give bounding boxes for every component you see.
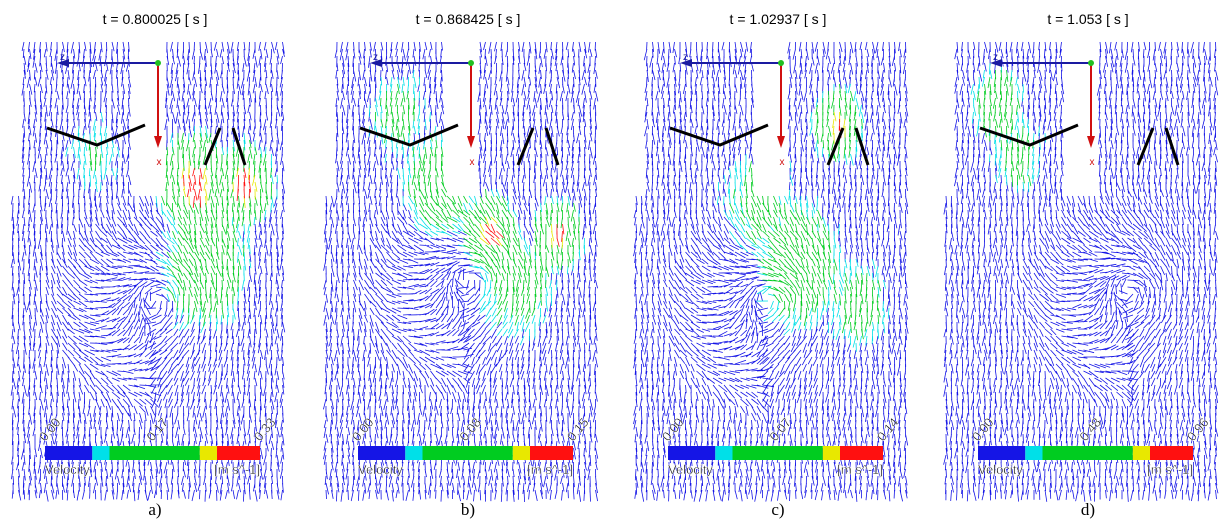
colorbar-unit: [m s^-1] [1147, 462, 1193, 477]
panel-title: t = 0.800025 [ s ] [103, 11, 208, 27]
panel-caption: a) [148, 500, 161, 519]
axis-label-z: z [60, 52, 65, 63]
colorbar-unit: [m s^-1] [527, 462, 573, 477]
colorbar-segment [1025, 446, 1042, 460]
axis-label-x: x [470, 157, 475, 168]
colorbar-segment [978, 446, 1025, 460]
axis-origin [468, 60, 474, 66]
colorbar-segment [423, 446, 513, 460]
axis-label-z: z [373, 52, 378, 63]
colorbar-segment [217, 446, 260, 460]
panel-title: t = 1.02937 [ s ] [730, 11, 827, 27]
axis-origin [778, 60, 784, 66]
colorbar-segment [530, 446, 573, 460]
colorbar-segment [668, 446, 715, 460]
vector-field [184, 168, 251, 208]
axis-origin [155, 60, 161, 66]
colorbar-segment [405, 446, 422, 460]
panel-title: t = 1.053 [ s ] [1047, 11, 1128, 27]
colorbar-segment [45, 446, 92, 460]
axis-x-head [777, 136, 785, 148]
colorbar-unit: [m s^-1] [837, 462, 883, 477]
colorbar-tick-label: 0.48 [1076, 415, 1104, 444]
colorbar-segment [1150, 446, 1193, 460]
colorbar-segment [823, 446, 840, 460]
axis-label-z: z [993, 52, 998, 63]
colorbar-segment [1133, 446, 1150, 460]
colorbar-label: Velocity [668, 462, 713, 477]
axis-label-z: z [683, 52, 688, 63]
colorbar-unit: [m s^-1] [214, 462, 260, 477]
colorbar-label: Velocity [978, 462, 1023, 477]
colorbar-tick-label: 0.08 [456, 415, 484, 444]
colorbar-segment [358, 446, 405, 460]
colorbar-segment [200, 446, 217, 460]
colorbar-label: Velocity [45, 462, 90, 477]
axis-label-x: x [780, 157, 785, 168]
colorbar-segment [733, 446, 823, 460]
axis-x-head [467, 136, 475, 148]
figure: zxt = 0.800025 [ s ]a)0.000.170.33Veloci… [0, 0, 1221, 523]
panel-caption: b) [461, 500, 475, 519]
colorbar-segment [715, 446, 732, 460]
colorbar-tick-label: 0.00 [659, 415, 687, 444]
colorbar-segment [513, 446, 530, 460]
colorbar-tick-label: 0.33 [251, 415, 279, 444]
colorbar-segment [110, 446, 200, 460]
axis-label-x: x [1090, 157, 1095, 168]
axis-origin [1088, 60, 1094, 66]
vector-field [717, 84, 889, 352]
colorbar-tick-label: 0.96 [1184, 415, 1212, 444]
panel-caption: d) [1081, 500, 1095, 519]
colorbar-tick-label: 0.07 [766, 415, 794, 444]
colorbar-segment [1043, 446, 1133, 460]
colorbar-segment [92, 446, 109, 460]
axis-x-head [1087, 136, 1095, 148]
panel-title: t = 0.868425 [ s ] [416, 11, 521, 27]
axis-x-head [154, 136, 162, 148]
colorbar-segment [840, 446, 883, 460]
colorbar-label: Velocity [358, 462, 403, 477]
vector-field [376, 84, 580, 326]
axis-label-x: x [157, 157, 162, 168]
panel-caption: c) [771, 500, 784, 519]
